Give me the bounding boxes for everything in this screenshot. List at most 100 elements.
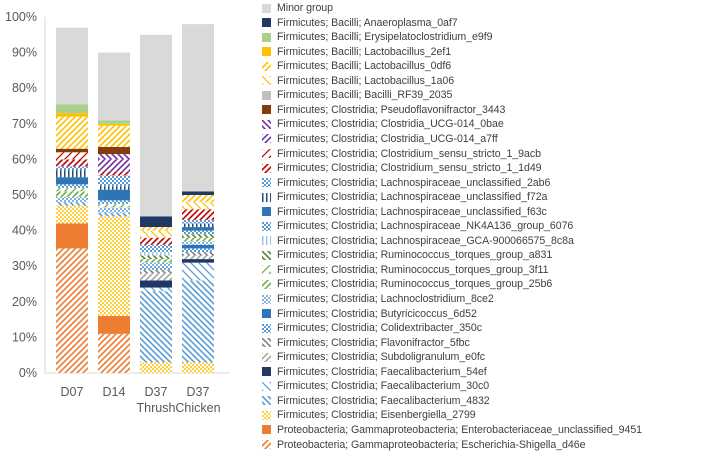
bar-segment — [98, 216, 130, 317]
y-tick-label: 80% — [12, 81, 37, 95]
legend-label: Firmicutes; Clostridia; Lachnospiraceae_… — [277, 191, 548, 204]
legend-label: Firmicutes; Clostridia; Flavonifractor_5… — [277, 336, 470, 349]
legend-label: Firmicutes; Clostridia; Ruminococcus_tor… — [277, 249, 553, 262]
legend-label: Firmicutes; Clostridia; Lachnospiraceae_… — [277, 176, 551, 189]
legend-swatch — [262, 440, 271, 449]
bar-segment — [98, 200, 130, 204]
x-tick-label: D14 — [103, 385, 126, 399]
bar-stack — [140, 34, 172, 373]
bar-segment — [182, 209, 214, 220]
legend-label: Proteobacteria; Gammaproteobacteria; Esc… — [277, 438, 586, 451]
legend-label: Firmicutes; Clostridia; Faecalibacterium… — [277, 380, 490, 393]
bar-segment — [98, 186, 130, 190]
bar-segment — [56, 248, 88, 373]
bar-segment — [98, 123, 130, 126]
legend-item: Firmicutes; Clostridia; Clostridium_sens… — [262, 147, 541, 161]
bars — [56, 24, 214, 373]
bar-segment — [56, 187, 88, 192]
legend-item: Firmicutes; Clostridia; Flavonifractor_5… — [262, 336, 470, 350]
legend-swatch — [262, 265, 271, 275]
legend-label: Firmicutes; Clostridia; Clostridium_sens… — [277, 147, 541, 160]
legend-label: Firmicutes; Clostridia; Faecalibacterium… — [277, 394, 490, 407]
legend-item: Proteobacteria; Gammaproteobacteria; Esc… — [262, 438, 585, 452]
legend-item: Firmicutes; Clostridia; Pseudoflavonifra… — [262, 103, 505, 117]
legend-label: Firmicutes; Clostridia; Butyricicoccus_6… — [277, 307, 477, 320]
bar-segment — [182, 259, 214, 263]
legend-item: Firmicutes; Clostridia; Faecalibacterium… — [262, 365, 487, 379]
bar-segment — [182, 191, 214, 195]
bar-segment — [98, 207, 130, 213]
bar-segment — [140, 230, 172, 238]
bar-segment — [56, 104, 88, 114]
bar-segment — [98, 175, 130, 187]
bar-segment — [182, 255, 214, 260]
legend-swatch — [262, 18, 271, 28]
bar-segment — [98, 189, 130, 201]
legend-label: Firmicutes; Clostridia; Eisenbergiella_2… — [277, 409, 476, 422]
legend-item: Firmicutes; Clostridia; Subdoligranulum_… — [262, 350, 485, 364]
legend-swatch — [262, 163, 271, 173]
bar-segment — [140, 362, 172, 373]
legend-item: Firmicutes; Clostridia; Faecalibacterium… — [262, 394, 490, 408]
bar-segment — [98, 120, 130, 124]
legend-label: Firmicutes; Clostridia; Faecalibacterium… — [277, 365, 487, 378]
legend-item: Firmicutes; Bacilli; Lactobacillus_1a06 — [262, 74, 454, 88]
bar-segment — [98, 316, 130, 334]
bar-segment — [182, 230, 214, 235]
bar-segment — [182, 223, 214, 228]
legend-label: Firmicutes; Clostridia; Clostridia_UCG-0… — [277, 118, 504, 131]
bar-segment — [140, 262, 172, 267]
x-tick-label: D07 — [61, 385, 84, 399]
legend-label: Minor group — [277, 2, 333, 14]
bar-segment — [182, 248, 214, 252]
y-tick-label: 60% — [12, 152, 37, 166]
bar-segment — [56, 159, 88, 167]
bar-segment — [182, 202, 214, 210]
bar-segment — [182, 24, 214, 192]
y-tick-label: 20% — [12, 295, 37, 309]
legend-item: Firmicutes; Clostridia; Lachnospiraceae_… — [262, 176, 550, 190]
bar-segment — [56, 205, 88, 224]
bar-segment — [56, 116, 88, 149]
bar-segment — [98, 154, 130, 160]
bar-segment — [182, 280, 214, 363]
legend-label: Firmicutes; Clostridia; Colidextribacter… — [277, 322, 482, 335]
legend-swatch — [262, 192, 271, 202]
legend-item: Proteobacteria; Gammaproteobacteria; Ent… — [262, 423, 642, 437]
bar-segment — [56, 113, 88, 117]
bar-segment — [140, 259, 172, 263]
x-tick-label: D37 Thrush — [137, 385, 176, 415]
bar-segment — [140, 269, 172, 274]
y-tick-label: 0% — [19, 366, 37, 380]
bar-segment — [98, 171, 130, 176]
bar-segment — [98, 212, 130, 217]
bar-segment — [56, 196, 88, 203]
y-tick-label: 70% — [12, 117, 37, 131]
legend-item: Firmicutes; Clostridia; Ruminococcus_tor… — [262, 277, 552, 291]
legend-label: Firmicutes; Clostridia; Ruminococcus_tor… — [277, 278, 553, 291]
bar-segment — [140, 280, 172, 288]
legend-label: Proteobacteria; Gammaproteobacteria; Ent… — [277, 423, 643, 436]
legend-item: Firmicutes; Clostridia; Lachnospiraceae_… — [262, 219, 573, 233]
bar-segment — [182, 195, 214, 203]
legend-item: Firmicutes; Clostridia; Colidextribacter… — [262, 321, 482, 335]
legend-swatch — [262, 134, 271, 144]
bar-segment — [140, 255, 172, 260]
bar-segment — [140, 244, 172, 249]
legend-item: Firmicutes; Bacilli; Anaeroplasma_0af7 — [262, 16, 458, 30]
bar-segment — [56, 152, 88, 160]
bar-segment — [56, 148, 88, 153]
bar-segment — [140, 248, 172, 252]
legend-item: Firmicutes; Clostridia; Lachnospiraceae_… — [262, 234, 574, 248]
bar-segment — [98, 203, 130, 208]
legend-item: Firmicutes; Clostridia; Butyricicoccus_6… — [262, 307, 477, 321]
legend-label: Firmicutes; Bacilli; Anaeroplasma_0af7 — [277, 16, 458, 29]
bar-segment — [140, 227, 172, 231]
legend-item: Firmicutes; Clostridia; Faecalibacterium… — [262, 379, 489, 393]
bar-segment — [182, 262, 214, 281]
legend-label: Firmicutes; Clostridia; Lachnospiraceae_… — [277, 220, 574, 233]
legend-label: Firmicutes; Clostridia; Lachnospiraceae_… — [277, 205, 547, 218]
legend-label: Firmicutes; Bacilli; Bacilli_RF39_2035 — [277, 89, 453, 102]
legend-swatch — [262, 338, 271, 348]
bar-segment — [140, 251, 172, 256]
